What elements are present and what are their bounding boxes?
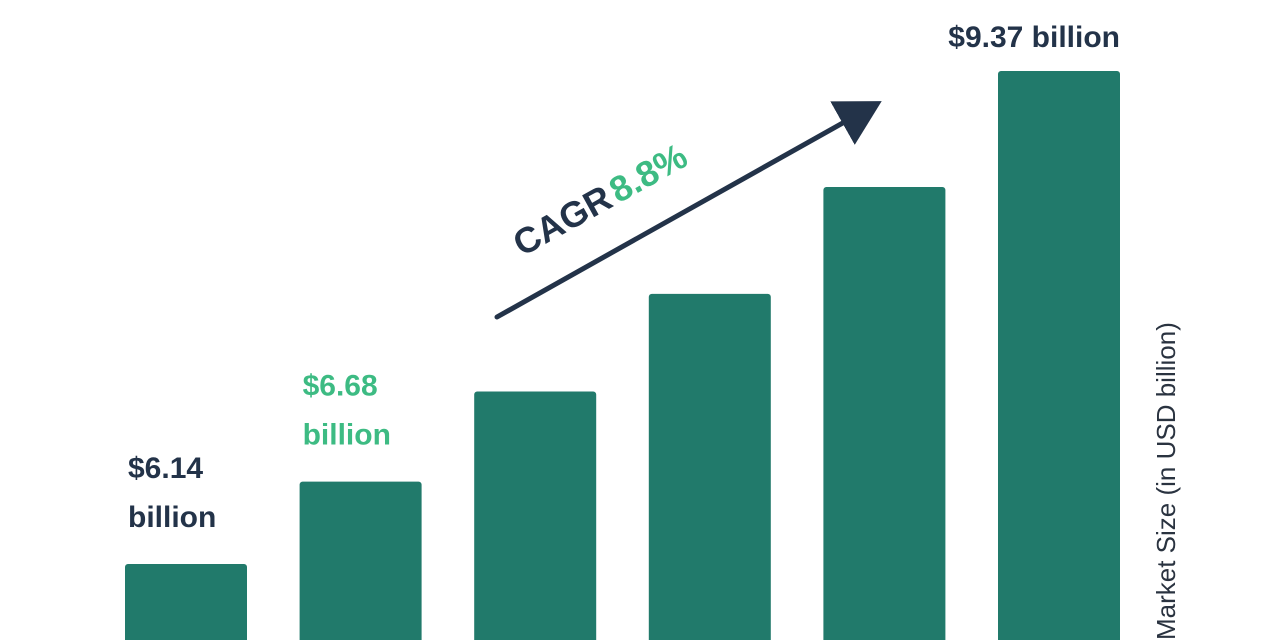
cagr-value-label: 8.8% <box>602 135 694 211</box>
bar-4 <box>648 293 771 640</box>
data-label-bar-2: $6.68 billion <box>303 370 391 452</box>
data-label-value: $6.14 <box>128 452 203 485</box>
bar-1 <box>125 564 247 640</box>
data-label-unit: billion <box>303 419 391 452</box>
bar-5 <box>823 187 946 640</box>
cagr-arrow <box>494 101 882 320</box>
data-label-value: $6.68 <box>303 370 378 403</box>
y-axis-label: Market Size (in USD billion) <box>1151 322 1181 640</box>
bar-2 <box>299 481 422 640</box>
data-label-value: $9.37 billion <box>948 21 1120 54</box>
cagr-prefix-label: CAGR <box>506 177 619 264</box>
cagr-annotation: CAGR 8.8% <box>494 101 882 320</box>
data-labels-layer: $6.14 billion $6.68 billion $9.37 billion <box>128 21 1120 534</box>
data-label-bar-6: $9.37 billion <box>948 21 1120 54</box>
bar-3 <box>474 391 597 640</box>
bar-6 <box>998 71 1120 640</box>
data-label-unit: billion <box>128 501 216 534</box>
bars-layer <box>125 71 1120 640</box>
data-label-bar-1: $6.14 billion <box>128 452 216 534</box>
